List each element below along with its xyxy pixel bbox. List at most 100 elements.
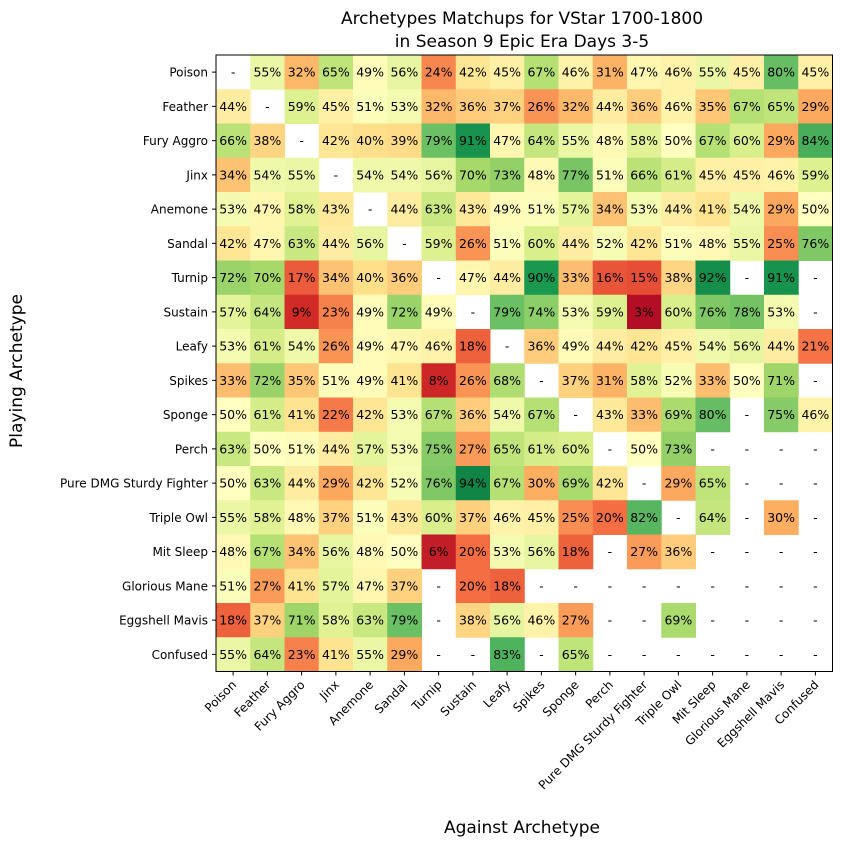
heatmap-cell: [558, 329, 594, 364]
heatmap-cell: [558, 157, 594, 193]
heatmap-cell: [764, 89, 799, 124]
cell-value-label: 38%: [459, 613, 487, 628]
cell-value-label: 51%: [322, 373, 350, 388]
cell-value-label: 65%: [699, 476, 727, 491]
cell-value-label: 37%: [562, 373, 590, 388]
heatmap-cell: [729, 363, 765, 398]
cell-value-label: 77%: [562, 167, 590, 182]
heatmap-cell: [729, 226, 765, 261]
heatmap-cell: [250, 431, 285, 467]
cell-value-label: 45%: [733, 65, 761, 80]
cell-value-label: 43%: [390, 510, 418, 525]
cell-value-label: -: [265, 99, 270, 114]
cell-value-label: -: [402, 236, 407, 251]
cell-value-label: 47%: [356, 578, 384, 593]
cell-value-label: -: [471, 304, 476, 319]
x-tick-label: Sponge: [540, 678, 582, 720]
cell-value-label: 38%: [253, 133, 281, 148]
heatmap-cell: [250, 260, 285, 296]
heatmap-cell: [216, 397, 251, 433]
cell-value-label: 65%: [322, 65, 350, 80]
cell-value-label: -: [471, 647, 476, 662]
heatmap-cell: [729, 123, 765, 159]
cell-value-label: -: [779, 647, 784, 662]
cell-value-label: 45%: [733, 167, 761, 182]
y-tick-label: Jinx: [185, 168, 208, 182]
cell-value-label: 43%: [596, 407, 624, 422]
heatmap-cell: [318, 123, 354, 159]
heatmap-cell: [661, 363, 696, 398]
cell-value-label: 37%: [253, 613, 281, 628]
cell-value-label: 59%: [801, 167, 829, 182]
heatmap-cell: [318, 637, 354, 672]
cell-value-label: 18%: [459, 339, 487, 354]
cell-value-label: 27%: [562, 613, 590, 628]
heatmap-cell: [216, 260, 251, 296]
heatmap-cell: [524, 226, 559, 261]
heatmap-cell: [661, 603, 696, 638]
cell-value-label: 29%: [322, 476, 350, 491]
cell-value-label: 67%: [733, 99, 761, 114]
cell-value-label: -: [642, 613, 647, 628]
cell-value-label: -: [745, 647, 750, 662]
x-axis-label: Against Archetype: [444, 818, 600, 838]
heatmap-cell: [318, 363, 354, 398]
cell-value-label: 61%: [664, 167, 692, 182]
heatmap-cell: [524, 329, 559, 364]
heatmap-cell: [661, 260, 696, 296]
heatmap-cell: [353, 89, 388, 124]
heatmap-cell: [387, 55, 422, 90]
cell-value-label: 61%: [253, 339, 281, 354]
cell-value-label: 53%: [390, 99, 418, 114]
cell-value-label: 71%: [767, 373, 795, 388]
cell-value-label: 51%: [493, 236, 521, 251]
heatmap-cell: [216, 123, 251, 159]
y-tick-label: Sponge: [163, 408, 208, 422]
cell-value-label: 36%: [664, 544, 692, 559]
heatmap-cell: [353, 534, 388, 570]
cell-value-label: 44%: [562, 236, 590, 251]
cell-value-label: 56%: [322, 544, 350, 559]
heatmap-cell: [318, 431, 354, 467]
heatmap-cell: [524, 157, 559, 193]
heatmap-cell: [216, 157, 251, 193]
cell-value-label: 58%: [322, 613, 350, 628]
cell-value-label: 36%: [630, 99, 658, 114]
heatmap-cell: [524, 89, 559, 124]
cell-value-label: 8%: [429, 373, 449, 388]
cell-value-label: 51%: [219, 578, 247, 593]
cell-value-label: 70%: [253, 270, 281, 285]
y-tick-label: Sustain: [164, 305, 208, 319]
heatmap-cell: [250, 397, 285, 433]
heatmap-cell: [250, 55, 285, 90]
heatmap-cell: [318, 603, 354, 638]
cell-value-label: -: [710, 544, 715, 559]
cell-value-label: -: [573, 407, 578, 422]
heatmap-cell: [627, 329, 662, 364]
cell-value-label: 41%: [390, 373, 418, 388]
cell-value-label: -: [642, 647, 647, 662]
heatmap-cell: [490, 55, 525, 90]
cell-value-label: 67%: [493, 476, 521, 491]
cell-value-label: 55%: [288, 167, 316, 182]
heatmap-cell: [387, 157, 422, 193]
cell-value-label: 51%: [664, 236, 692, 251]
heatmap-cell: [764, 397, 799, 433]
heatmap-cell: [284, 534, 320, 570]
heatmap-cell: [284, 157, 320, 193]
y-tick-label: Fury Aggro: [143, 134, 208, 148]
cell-value-label: -: [573, 578, 578, 593]
cell-value-label: -: [539, 373, 544, 388]
cell-value-label: -: [710, 647, 715, 662]
cell-value-label: 59%: [425, 236, 453, 251]
chart-title: Archetypes Matchups for VStar 1700-1800: [341, 9, 703, 29]
cell-value-label: 53%: [219, 202, 247, 217]
y-tick-label: Leafy: [176, 340, 208, 354]
cell-value-label: -: [539, 578, 544, 593]
cell-value-label: -: [813, 510, 818, 525]
cell-value-label: 51%: [356, 510, 384, 525]
heatmap-cell: [524, 123, 559, 159]
cell-value-label: 65%: [767, 99, 795, 114]
cell-value-label: 55%: [733, 236, 761, 251]
cell-value-label: 6%: [429, 544, 449, 559]
